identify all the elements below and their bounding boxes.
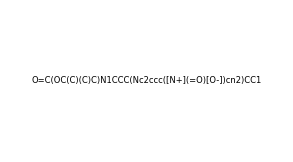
Text: O=C(OC(C)(C)C)N1CCC(Nc2ccc([N+](=O)[O-])cn2)CC1: O=C(OC(C)(C)C)N1CCC(Nc2ccc([N+](=O)[O-])… <box>31 76 262 86</box>
